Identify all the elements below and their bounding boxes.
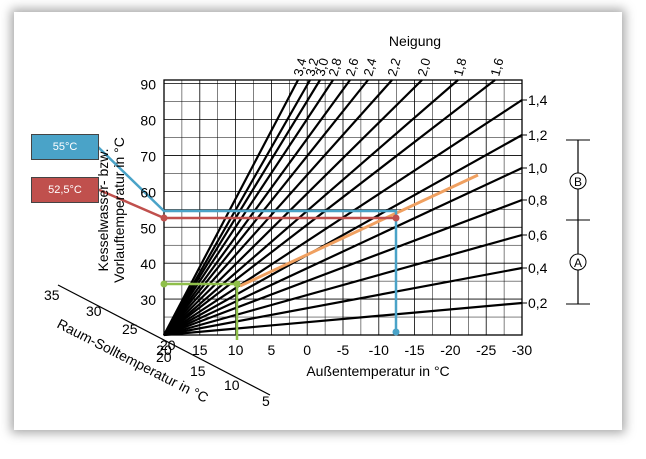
heating-curve-line [163, 79, 311, 336]
heating-curve-line [163, 79, 393, 336]
y-tick-label: 90 [140, 77, 156, 93]
y-tick-label: 60 [140, 184, 156, 200]
x-tick-label: -15 [404, 342, 424, 358]
heating-curve-line [163, 79, 321, 336]
room-tick-label-top: 35 [44, 287, 60, 303]
room-tick-label-top: 30 [86, 303, 102, 319]
heating-curve-line [163, 79, 496, 336]
x-tick-label: -20 [440, 342, 460, 358]
heating-curve-line [163, 266, 523, 337]
room-tick-label-bottom: 5 [262, 393, 270, 409]
room-tick-label-bottom: 15 [190, 363, 206, 379]
range-b-label: B [574, 175, 582, 189]
green-marker [233, 280, 241, 288]
slope-label-right: 0,8 [528, 192, 548, 208]
slope-label-top: 2,4 [360, 56, 379, 77]
x-axis-title: Außentemperatur in °C [306, 363, 449, 379]
y-tick-label: 40 [140, 256, 156, 272]
slope-label-top: 3,4 [290, 56, 309, 77]
heating-curve-line [163, 79, 423, 336]
blue-55-line [96, 145, 398, 332]
x-tick-label: 10 [228, 342, 244, 358]
slope-label-right: 0,4 [528, 260, 548, 276]
heating-curve-line [163, 167, 523, 336]
slope-label-top: 2,2 [384, 56, 403, 77]
slope-label-top: 1,8 [450, 56, 469, 77]
x-tick-label: 20 [156, 342, 172, 358]
shifted-curve [239, 173, 479, 288]
blue-marker [392, 328, 400, 336]
x-tick-label: 5 [268, 342, 276, 358]
slope-label-right: 1,2 [528, 127, 548, 143]
chart-grid [163, 79, 523, 336]
heating-curve-line [163, 79, 299, 336]
slope-label-top: 2,0 [414, 56, 433, 77]
heating-curve-line [163, 79, 369, 336]
slope-label-right: 0,6 [528, 227, 548, 243]
x-tick-label: 15 [192, 342, 208, 358]
y-tick-label: 70 [140, 148, 156, 164]
slope-label-top: 3,0 [312, 56, 331, 77]
callout-55: 55°C [31, 134, 99, 160]
y-tick-label: 80 [140, 113, 156, 129]
slope-label-top: 2,8 [325, 56, 344, 77]
room-tick-label-bottom: 20 [156, 349, 172, 365]
room-axis-line [57, 284, 271, 396]
slope-label-top: 1,6 [487, 56, 506, 77]
slope-label-top: 3,2 [302, 56, 321, 77]
slope-label-right: 1,0 [528, 160, 548, 176]
heating-curve-line [163, 134, 523, 336]
heating-curve-line [163, 79, 351, 336]
green-marker [160, 280, 168, 288]
room-tick-label-top: 25 [122, 321, 138, 337]
range-a-marker [569, 253, 587, 271]
y-axis-title-line1: Kesselwasser- bzw. [95, 149, 111, 272]
slope-label-right: 1,4 [528, 92, 548, 108]
x-tick-label: -10 [369, 342, 389, 358]
room-tick-label-bottom: 10 [224, 377, 240, 393]
heating-curves [163, 79, 523, 337]
heating-curve-line [163, 198, 523, 337]
heating-curve-line [163, 301, 523, 337]
heating-curve-line [163, 233, 523, 337]
slope-axis-title: Neigung [389, 33, 441, 49]
y-axis-title-line2: Vorlauftemperatur in °C [111, 137, 127, 283]
x-tick-label: -30 [512, 342, 532, 358]
range-b-marker [569, 172, 587, 190]
slope-label-right: 0,2 [528, 295, 548, 311]
red-marker-right [392, 214, 400, 222]
x-tick-label: -5 [337, 342, 350, 358]
highlight-overlays [96, 145, 479, 340]
heating-curve-line [163, 79, 334, 336]
slope-label-top: 2,6 [342, 56, 361, 77]
range-a-label: A [574, 256, 582, 270]
heating-curve-line [163, 79, 459, 336]
x-tick-label: 0 [303, 342, 311, 358]
y-tick-label: 30 [140, 292, 156, 308]
y-tick-label: 50 [140, 220, 156, 236]
room-tick-label-top: 20 [160, 337, 176, 353]
x-tick-label: -25 [476, 342, 496, 358]
callout-52-5: 52,5°C [31, 177, 99, 203]
red-marker-left [160, 214, 168, 222]
